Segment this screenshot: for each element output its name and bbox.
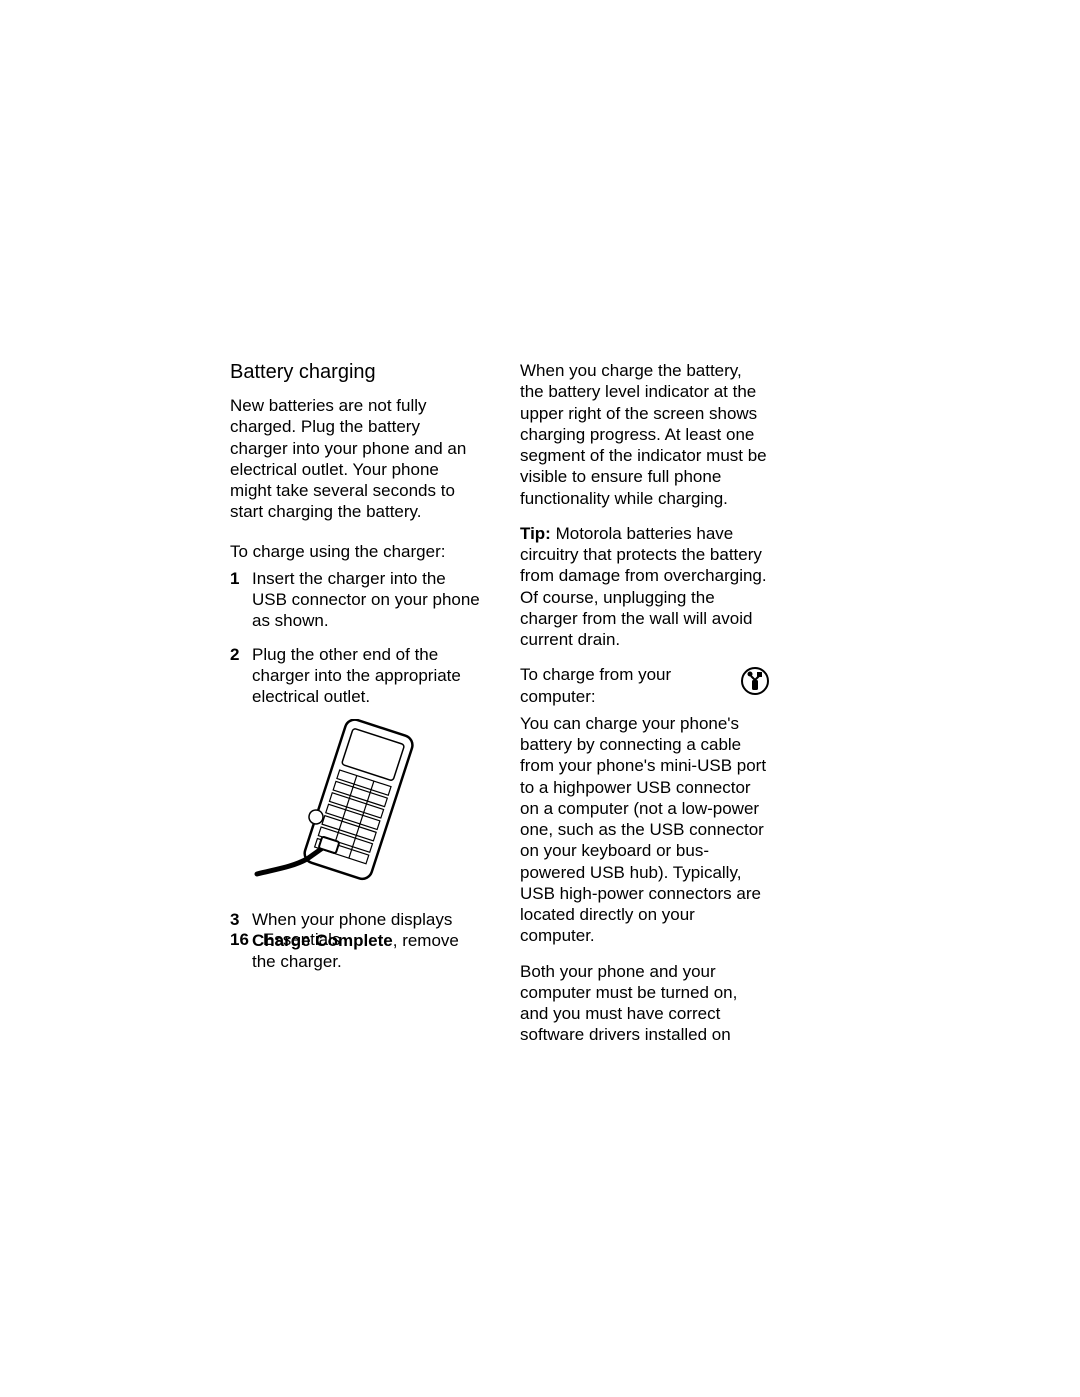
computer-subheading: To charge from your computer:: [520, 664, 770, 707]
step-text: Plug the other end of the charger into t…: [252, 644, 480, 708]
step-2: 2 Plug the other end of the charger into…: [230, 644, 480, 708]
drivers-paragraph: Both your phone and your computer must b…: [520, 961, 770, 1046]
phone-with-charger-icon: [252, 719, 462, 889]
tip-paragraph: Tip: Motorola batteries have circuitry t…: [520, 523, 770, 651]
intro-paragraph: New batteries are not fully charged. Plu…: [230, 395, 480, 523]
charging-indicator-paragraph: When you charge the battery, the battery…: [520, 360, 770, 509]
step-number: 2: [230, 644, 252, 708]
step-text: Insert the charger into the USB connecto…: [252, 568, 480, 632]
two-column-layout: Battery charging New batteries are not f…: [230, 360, 850, 1060]
manual-page: Battery charging New batteries are not f…: [0, 0, 1080, 1397]
phone-charging-illustration: [252, 719, 480, 894]
page-footer: 16 Essentials: [230, 930, 340, 950]
section-name: Essentials: [263, 930, 340, 949]
step-3-pre: When your phone displays: [252, 910, 452, 929]
step-number: 1: [230, 568, 252, 632]
tip-text: Motorola batteries have circuitry that p…: [520, 524, 767, 649]
right-column: When you charge the battery, the battery…: [520, 360, 770, 1060]
step-1: 1 Insert the charger into the USB connec…: [230, 568, 480, 632]
usb-connector-icon: [740, 666, 770, 701]
charger-subheading: To charge using the charger:: [230, 541, 480, 562]
computer-charge-block: To charge from your computer: You can ch…: [520, 664, 770, 946]
left-column: Battery charging New batteries are not f…: [230, 360, 480, 1060]
section-heading: Battery charging: [230, 360, 480, 385]
computer-charge-paragraph: You can charge your phone's battery by c…: [520, 713, 770, 947]
tip-label: Tip:: [520, 524, 551, 543]
page-number: 16: [230, 930, 249, 949]
